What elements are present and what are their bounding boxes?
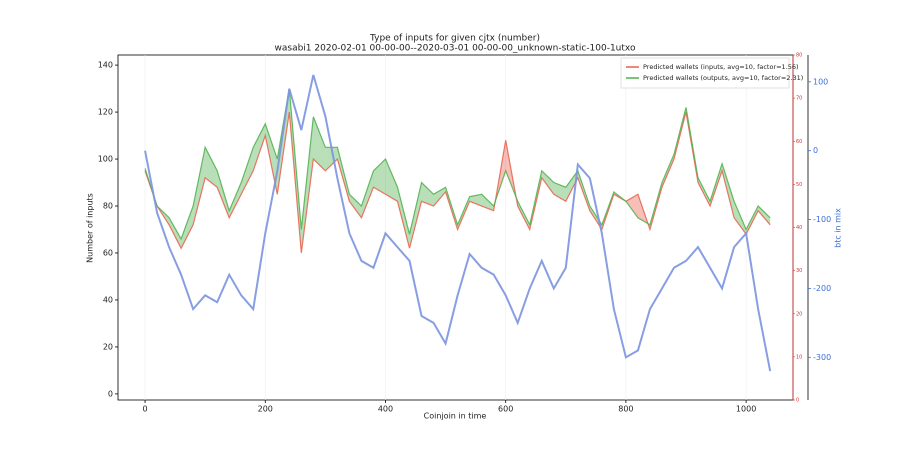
fill-between bbox=[409, 182, 422, 249]
fill-between bbox=[301, 116, 314, 253]
y2-tick-label: 0 bbox=[813, 146, 818, 155]
fill-between bbox=[205, 147, 218, 188]
y2-tick-label: -300 bbox=[813, 353, 831, 362]
fill-between bbox=[553, 182, 566, 202]
y-tick-label: 100 bbox=[98, 155, 113, 164]
series-line bbox=[144, 111, 771, 254]
y-tick-label: 0 bbox=[108, 389, 113, 398]
x-tick-label: 1000 bbox=[736, 405, 756, 414]
y3-tick-label: 20 bbox=[796, 311, 802, 317]
fill-between bbox=[565, 170, 578, 202]
x-tick-label: 400 bbox=[378, 405, 393, 414]
fill-between bbox=[253, 123, 266, 171]
y2-tick-label: -200 bbox=[813, 284, 831, 293]
y-tick-label: 20 bbox=[103, 342, 113, 351]
y2-axis-label: btc in mix bbox=[834, 208, 843, 248]
x-tick-label: 600 bbox=[498, 405, 513, 414]
chart-title: Type of inputs for given cjtx (number) bbox=[369, 34, 540, 44]
fill-between bbox=[193, 147, 206, 225]
y3-tick-label: 40 bbox=[796, 225, 802, 231]
fill-between bbox=[313, 116, 326, 171]
fill-between bbox=[169, 217, 182, 249]
y-tick-label: 140 bbox=[98, 61, 113, 70]
fill-between bbox=[181, 206, 194, 249]
legend-label: Predicted wallets (outputs, avg=10, fact… bbox=[643, 74, 803, 82]
y-tick-label: 60 bbox=[103, 248, 113, 257]
fill-between bbox=[349, 194, 362, 218]
x-tick-label: 0 bbox=[143, 405, 148, 414]
fill-between bbox=[469, 194, 482, 207]
fill-between bbox=[541, 170, 554, 195]
chart-subtitle: wasabi1 2020-02-01 00-00-00--2020-03-01 … bbox=[275, 44, 636, 54]
x-tick-label: 200 bbox=[258, 405, 273, 414]
fill-between bbox=[361, 170, 374, 218]
series-line bbox=[144, 74, 772, 372]
y-axis-label: Number of inputs bbox=[86, 193, 95, 263]
y2-tick-label: 100 bbox=[813, 77, 828, 86]
y2-tick-label: -100 bbox=[813, 215, 831, 224]
y3-tick-label: 80 bbox=[796, 53, 802, 59]
legend-box bbox=[620, 57, 790, 89]
legend-label: Predicted wallets (inputs, avg=10, facto… bbox=[643, 63, 799, 71]
fill-between bbox=[325, 147, 338, 171]
fill-between bbox=[241, 147, 254, 195]
fill-between bbox=[373, 159, 386, 195]
y-tick-label: 80 bbox=[103, 202, 113, 211]
x-axis-label: Coinjoin in time bbox=[424, 412, 487, 421]
y3-tick-label: 50 bbox=[796, 182, 802, 188]
fill-between bbox=[229, 182, 242, 218]
y3-tick-label: 70 bbox=[796, 96, 802, 102]
y3-tick-label: 10 bbox=[796, 354, 802, 360]
plot-frame bbox=[117, 54, 794, 401]
y-tick-label: 120 bbox=[98, 108, 113, 117]
fill-between bbox=[385, 159, 398, 202]
fill-between bbox=[421, 182, 434, 207]
series-line bbox=[144, 88, 771, 241]
y-tick-label: 40 bbox=[103, 295, 113, 304]
fill-between bbox=[758, 206, 771, 225]
fill-between bbox=[397, 187, 410, 249]
y3-tick-label: 0 bbox=[796, 398, 799, 404]
fill-between bbox=[433, 187, 446, 207]
y3-tick-label: 30 bbox=[796, 268, 802, 274]
x-tick-label: 800 bbox=[618, 405, 633, 414]
y3-tick-label: 60 bbox=[796, 139, 802, 145]
